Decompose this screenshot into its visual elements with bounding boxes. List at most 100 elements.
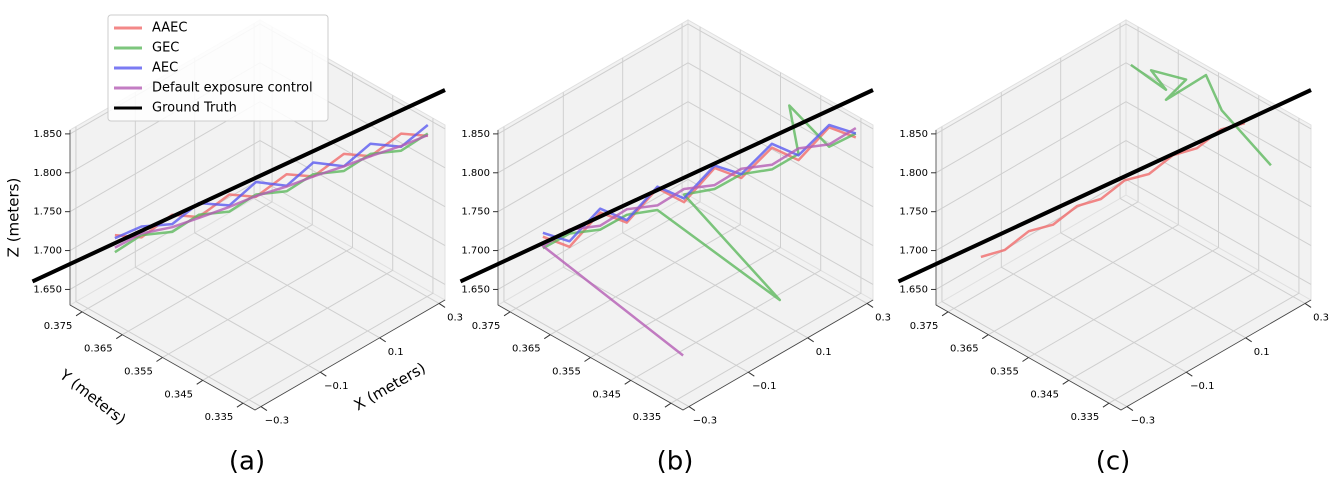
x-tick-label: −0.3: [693, 416, 717, 427]
grid-line: [935, 62, 1312, 174]
grid-line: [935, 139, 1312, 251]
trajectory-line: [114, 133, 429, 249]
panel-label: (b): [657, 447, 694, 477]
y-tick-label: 0.375: [472, 321, 501, 332]
legend-label: AEC: [152, 61, 178, 76]
z-tick-label: 1.750: [33, 207, 62, 218]
y-tick-label: 0.335: [1071, 412, 1100, 423]
grid-line: [69, 139, 446, 251]
grid-line: [1119, 23, 1306, 304]
legend-label: AAEC: [152, 21, 187, 36]
grid-line: [497, 101, 874, 213]
x-tick: [260, 406, 268, 411]
z-tick-label: 1.650: [899, 284, 928, 295]
y-tick-label: 0.345: [164, 389, 193, 400]
x-tick: [1304, 303, 1312, 308]
y-tick-label: 0.335: [633, 412, 662, 423]
y-tick: [584, 357, 591, 362]
z-tick-label: 1.650: [33, 284, 62, 295]
grid-line: [1108, 118, 1300, 404]
trajectory-line: [542, 104, 857, 302]
panel: −0.3 −0.1 0.1 0.3 0.375 0.365 0.355 0.345 0.335 1…: [897, 19, 1329, 477]
y-tick: [75, 311, 83, 317]
legend: AAEC GEC AEC Default exposure control Ground…: [107, 14, 329, 122]
x-tick: [1245, 337, 1252, 343]
grid-line: [562, 92, 749, 373]
y-tick: [236, 402, 244, 408]
trajectory-line: [542, 123, 857, 243]
grid-line: [1068, 95, 1260, 381]
grid-line: [503, 126, 690, 407]
x-tick-label: 0.1: [1254, 347, 1270, 358]
legend-box: [107, 14, 329, 122]
y-tick: [503, 311, 511, 317]
legend-label: Default exposure control: [152, 81, 313, 96]
panel-label: (a): [229, 447, 265, 477]
z-axis-label: Z (meters): [5, 178, 23, 258]
grid-line: [630, 95, 822, 381]
grid-line: [134, 92, 321, 373]
y-tick-label: 0.375: [910, 321, 939, 332]
y-tick: [1022, 357, 1029, 362]
grid-line: [670, 118, 862, 404]
grid-line: [497, 139, 874, 251]
x-tick-label: −0.1: [752, 381, 776, 392]
legend-label: GEC: [152, 41, 179, 56]
y-tick: [624, 379, 631, 385]
y-tick: [544, 334, 551, 340]
y-tick-label: 0.355: [552, 367, 581, 378]
x-tick: [379, 337, 386, 343]
y-tick-label: 0.355: [990, 367, 1019, 378]
x-tick: [438, 303, 446, 308]
grid-line: [941, 126, 1128, 407]
grid-line: [497, 62, 874, 174]
grid-line: [497, 23, 874, 135]
x-tick-label: 0.3: [447, 312, 463, 323]
x-axis-label: X (meters): [351, 359, 429, 414]
y-tick: [664, 402, 672, 408]
y-tick-label: 0.355: [124, 367, 153, 378]
x-tick: [320, 371, 327, 377]
z-tick-label: 1.800: [461, 168, 490, 179]
grid-line: [509, 26, 701, 313]
z-tick-label: 1.700: [461, 246, 490, 257]
y-tick-label: 0.365: [512, 344, 541, 355]
x-tick-label: −0.1: [324, 381, 348, 392]
x-tick-label: −0.3: [1131, 416, 1155, 427]
x-tick-label: −0.3: [265, 416, 289, 427]
x-tick-label: 0.3: [1313, 312, 1329, 323]
x-tick-label: −0.1: [1190, 381, 1214, 392]
grid-line: [1000, 92, 1187, 373]
trajectory-line: [1130, 63, 1272, 167]
ground-truth-line: [459, 88, 874, 284]
x-tick: [1126, 406, 1134, 411]
panel: −0.3 −0.1 0.1 0.3 0.375 0.365 0.355 0.345 0.335 1…: [459, 19, 891, 477]
y-tick: [116, 334, 123, 340]
z-tick-label: 1.850: [899, 129, 928, 140]
grid-line: [242, 118, 434, 404]
grid-line: [935, 23, 1312, 135]
trajectory-line: [980, 121, 1246, 259]
grid-line: [202, 95, 394, 381]
z-tick-label: 1.800: [899, 168, 928, 179]
y-tick: [196, 379, 203, 385]
z-tick-label: 1.700: [899, 246, 928, 257]
ground-truth-line: [31, 88, 446, 284]
y-tick: [982, 334, 989, 340]
z-tick-label: 1.650: [461, 284, 490, 295]
y-tick-label: 0.345: [592, 389, 621, 400]
y-tick: [1102, 402, 1110, 408]
y-tick: [156, 357, 163, 362]
legend-label: Ground Truth: [152, 101, 237, 116]
z-tick-label: 1.750: [461, 207, 490, 218]
x-tick: [748, 371, 755, 377]
x-tick: [688, 406, 696, 411]
z-tick-label: 1.750: [899, 207, 928, 218]
axis-line: [69, 299, 446, 411]
z-tick-label: 1.700: [33, 246, 62, 257]
y-tick: [941, 311, 949, 317]
y-tick-label: 0.365: [950, 344, 979, 355]
y-tick-label: 0.375: [44, 321, 73, 332]
z-tick-label: 1.850: [33, 129, 62, 140]
